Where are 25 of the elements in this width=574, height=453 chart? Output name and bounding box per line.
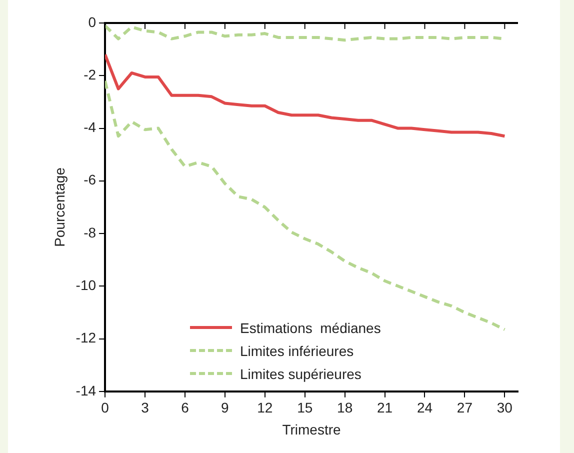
y-tick-label: -4 bbox=[84, 119, 96, 136]
y-tick-label: 0 bbox=[88, 14, 96, 30]
y-tick-label: -6 bbox=[84, 172, 96, 188]
x-tick-label: 12 bbox=[257, 400, 273, 416]
x-tick-label: 9 bbox=[221, 400, 230, 416]
x-tick-label: 6 bbox=[181, 400, 190, 416]
x-tick-label: 21 bbox=[376, 400, 393, 416]
x-tick-label: 18 bbox=[337, 400, 353, 416]
y-tick-label: -2 bbox=[84, 66, 96, 82]
y-tick-label: -10 bbox=[76, 277, 96, 293]
y-tick-label: -12 bbox=[76, 330, 96, 346]
x-tick-label: 3 bbox=[141, 400, 150, 416]
legend-label: Limites inférieures bbox=[240, 342, 354, 358]
x-tick-label: 24 bbox=[416, 400, 433, 416]
x-tick-label: 0 bbox=[101, 400, 110, 416]
line-series bbox=[105, 79, 506, 332]
legend-label: Limites supérieures bbox=[240, 366, 362, 382]
y-tick-label: -8 bbox=[84, 224, 96, 240]
x-tick-label: 30 bbox=[496, 400, 513, 416]
x-tick-label: 27 bbox=[456, 400, 473, 416]
x-tick-label: 15 bbox=[297, 400, 313, 416]
legend-label: Estimations médianes bbox=[240, 320, 381, 336]
y-axis-title: Pourcentage bbox=[51, 167, 68, 247]
y-tick-label: -14 bbox=[76, 382, 96, 398]
x-axis-title: Trimestre bbox=[282, 421, 342, 438]
